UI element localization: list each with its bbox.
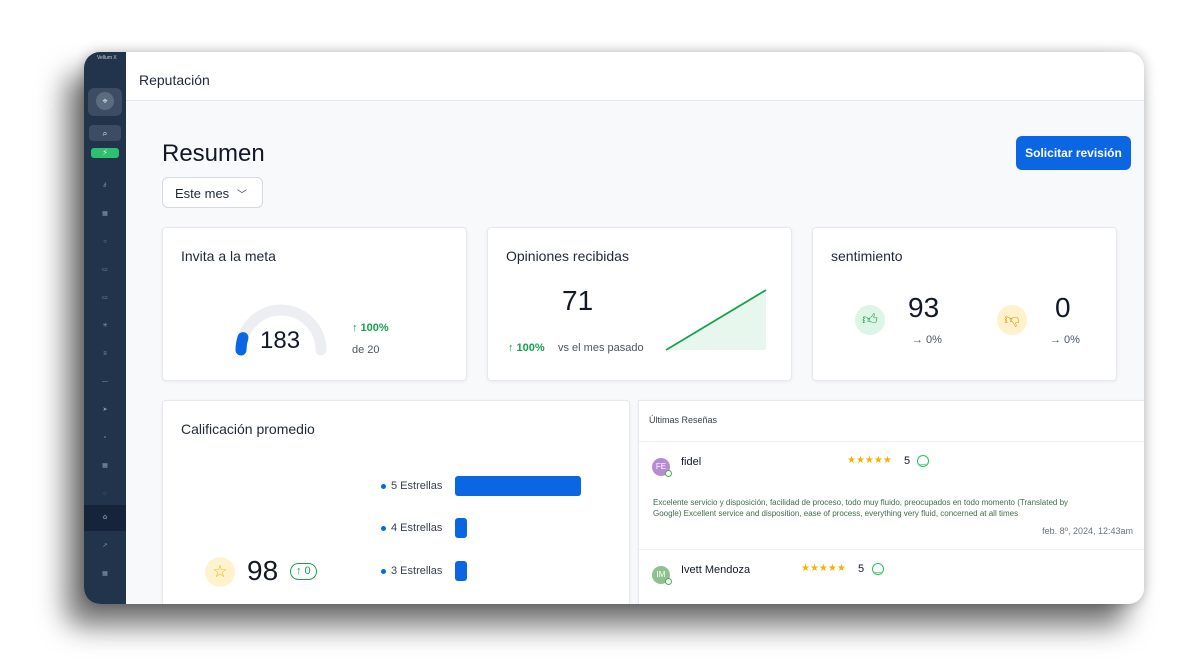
review-stars: ★★★★★ <box>847 455 892 466</box>
summary-heading: Resumen <box>162 140 265 167</box>
goal-card: Invita a la meta 183 ↑ 100% de 20 <box>162 227 467 381</box>
period-select[interactable]: Este mes ﹀ <box>162 177 263 208</box>
bar-label-3: 3 Estrellas <box>381 565 442 577</box>
apps-icon: ▦ <box>102 571 108 577</box>
reviewer-name: Ivett Mendoza <box>681 564 751 576</box>
review-score: 5 <box>904 455 911 467</box>
bolt-icon: ⚡ <box>102 148 108 157</box>
sidebar-item-reports[interactable]: ↗ <box>84 535 126 557</box>
chat-icon: ○ <box>103 239 107 245</box>
sidebar: Vellum X ⌖ ⌕ ⚡ ∂ ▦ ○ ▭ ▭ ✳ ≡ — ➤ ∘ ▦ ◌ ✩… <box>84 52 126 604</box>
negative-change: → 0% <box>1050 334 1080 346</box>
latest-reviews-title: Últimas Reseñas <box>649 415 718 425</box>
review-item[interactable]: IM Ivett Mendoza ★★★★★ 5 ‿ <box>639 550 1144 604</box>
gauge-fill <box>235 332 249 356</box>
avatar: FE <box>652 458 672 477</box>
sidebar-item-calendar[interactable]: ▭ <box>84 259 126 281</box>
topbar: Reputación <box>126 52 1144 101</box>
request-review-button[interactable]: Solicitar revisión <box>1016 136 1131 170</box>
sidebar-item-notifications[interactable]: ◌ <box>84 483 126 505</box>
sidebar-item-reputation[interactable]: ✩ <box>84 505 126 531</box>
chart-icon: ↗ <box>102 543 108 549</box>
grid-icon: ▦ <box>102 211 108 217</box>
google-icon <box>665 470 672 477</box>
avatar: IM <box>652 566 672 585</box>
sidebar-item-links[interactable]: ∂ <box>84 175 126 197</box>
bell-icon: ◌ <box>103 491 107 497</box>
sidebar-item-dashboard[interactable]: ▦ <box>84 203 126 225</box>
sentiment-card-title: sentimiento <box>831 248 903 264</box>
review-date: feb. 8º, 2024, 12:43am <box>1042 526 1133 536</box>
crosshair-icon: ⌖ <box>96 92 114 110</box>
smile-icon: ‿ <box>872 563 884 575</box>
review-item[interactable]: FE fidel ★★★★★ 5 ‿ Excelente servicio y … <box>639 442 1144 548</box>
reviewer-name: fidel <box>681 456 702 468</box>
table-icon: ▦ <box>102 463 108 469</box>
bar-label-5: 5 Estrellas <box>381 480 442 492</box>
settings-icon: ✳ <box>102 323 108 329</box>
goal-change: ↑ 100% <box>352 322 389 334</box>
workspace-button[interactable]: ⌖ <box>88 88 122 116</box>
sidebar-item-list[interactable]: ≡ <box>84 343 126 365</box>
sidebar-item-tags[interactable]: ∘ <box>84 427 126 449</box>
rating-bar-3 <box>455 561 467 581</box>
app-window: Vellum X ⌖ ⌕ ⚡ ∂ ▦ ○ ▭ ▭ ✳ ≡ — ➤ ∘ ▦ ◌ ✩… <box>84 52 1144 604</box>
page-title: Reputación <box>139 72 210 88</box>
rating-bar-5 <box>455 476 581 496</box>
goal-gauge <box>235 304 327 356</box>
document-icon: ▭ <box>102 295 108 301</box>
goal-value: 183 <box>260 327 301 354</box>
latest-reviews-panel: Últimas Reseñas FE fidel ★★★★★ 5 ‿ Excel… <box>638 400 1144 604</box>
reviews-received-card: Opiniones recibidas 71 ↑ 100% vs el mes … <box>487 227 792 381</box>
goal-card-title: Invita a la meta <box>181 248 276 264</box>
brand-name: Vellum X <box>97 55 117 61</box>
thumbs-up-icon: 👍︎ <box>855 305 885 335</box>
calendar-icon: ▭ <box>102 267 108 273</box>
goal-target: de 20 <box>352 344 380 356</box>
rating-change-badge: ↑ 0 <box>290 563 317 580</box>
period-value: Este mes <box>175 186 230 201</box>
search-icon: ⌕ <box>102 128 108 138</box>
bar-label-4: 4 Estrellas <box>381 522 442 534</box>
smile-icon: ‿ <box>917 455 929 467</box>
star-icon: ✩ <box>102 515 108 521</box>
star-icon: ☆ <box>205 557 235 587</box>
sidebar-item-documents[interactable]: ▭ <box>84 287 126 309</box>
sidebar-item-apps[interactable]: ▦ <box>84 563 126 585</box>
reviews-change: ↑ 100% <box>508 342 545 354</box>
tag-icon: ∘ <box>103 435 107 441</box>
sidebar-item-settings[interactable]: ✳ <box>84 315 126 337</box>
google-icon <box>665 578 672 585</box>
reviews-trend-chart <box>665 289 767 351</box>
quick-action-button[interactable]: ⚡ <box>91 148 119 158</box>
sidebar-item-send[interactable]: ➤ <box>84 399 126 421</box>
link-icon: ∂ <box>103 183 107 189</box>
positive-count: 93 <box>908 292 940 323</box>
review-text: Excelente servicio y disposición, facili… <box>653 498 1069 518</box>
sentiment-card: sentimiento 👍︎ 93 → 0% 👎︎ 0 → 0% <box>812 227 1117 381</box>
sidebar-item-minus[interactable]: — <box>84 371 126 393</box>
thumbs-down-icon: 👎︎ <box>997 305 1027 335</box>
positive-change: → 0% <box>912 334 942 346</box>
review-stars: ★★★★★ <box>801 563 846 574</box>
main-content: Reputación Resumen Solicitar revisión Es… <box>126 52 1144 604</box>
reviews-count: 71 <box>562 285 594 316</box>
send-icon: ➤ <box>102 407 108 413</box>
reviews-card-title: Opiniones recibidas <box>506 248 629 264</box>
search-button[interactable]: ⌕ <box>89 125 121 141</box>
sidebar-item-conversations[interactable]: ○ <box>84 231 126 253</box>
average-rating-value: 98 <box>247 555 279 586</box>
average-rating-card: Calificación promedio 5 Estrellas 4 Estr… <box>162 400 630 604</box>
chevron-down-icon: ﹀ <box>237 190 247 201</box>
sidebar-item-table[interactable]: ▦ <box>84 455 126 477</box>
rating-bar-4 <box>455 518 467 538</box>
reviews-compare-label: vs el mes pasado <box>558 342 644 354</box>
negative-count: 0 <box>1055 292 1071 323</box>
review-score: 5 <box>858 563 865 575</box>
trend-line <box>665 289 767 351</box>
rating-card-title: Calificación promedio <box>181 421 315 437</box>
minus-icon: — <box>102 379 108 385</box>
list-icon: ≡ <box>103 351 107 357</box>
